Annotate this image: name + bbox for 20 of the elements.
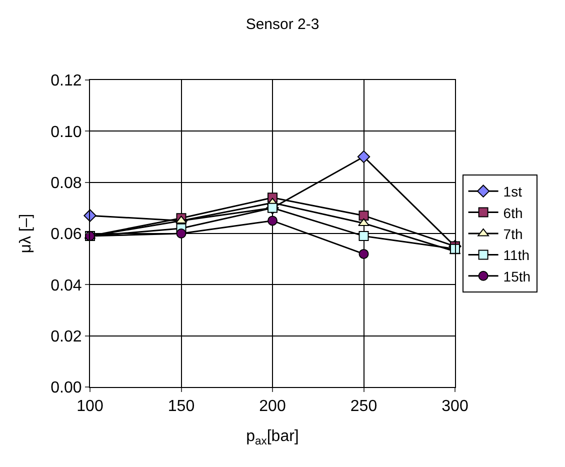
y-axis-title: μλ [–] [18, 214, 35, 254]
x-tick-label: 200 [259, 398, 286, 416]
y-tick-label: 0.12 [50, 72, 82, 90]
y-tick-label: 0.02 [50, 328, 82, 346]
x-tick-label: 250 [350, 398, 378, 416]
legend-label: 11th [503, 247, 530, 264]
legend-label: 7th [503, 226, 523, 242]
y-tick-label: 0.00 [50, 380, 82, 397]
y-tick-label: 0.06 [50, 226, 82, 244]
legend-label: 6th [503, 204, 523, 221]
x-tick-label: 100 [76, 398, 104, 416]
legend-label: 15th [503, 268, 531, 284]
y-tick-label: 0.10 [50, 124, 82, 141]
x-tick-label: 300 [442, 398, 468, 416]
x-tick-label: 150 [168, 398, 195, 416]
x-axis-title: p$_{ax}$[bar] [246, 428, 299, 448]
legend-label: 1st [503, 184, 522, 200]
y-tick-label: 0.08 [50, 174, 82, 192]
y-tick-label: 0.04 [50, 277, 82, 294]
chart-title: Sensor 2-3 [246, 16, 320, 34]
